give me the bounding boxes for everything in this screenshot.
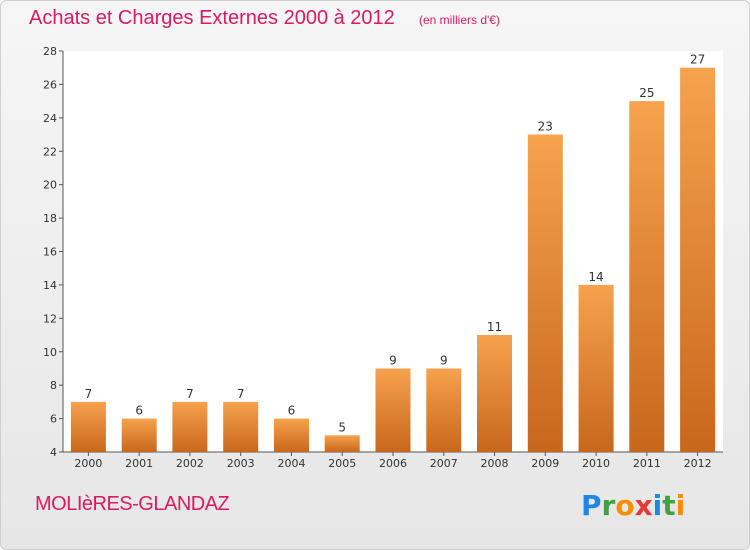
x-tick-label: 2008: [481, 457, 509, 470]
bar: [121, 418, 157, 452]
chart-title: Achats et Charges Externes 2000 à 2012: [29, 7, 395, 29]
city-name: MOLIèRES-GLANDAZ: [35, 493, 230, 515]
y-tick-label: 14: [43, 279, 57, 292]
bar: [426, 368, 462, 452]
y-tick-label: 26: [43, 78, 57, 91]
bar: [223, 401, 259, 452]
logo-letter: i: [652, 489, 663, 522]
x-tick-label: 2011: [633, 457, 661, 470]
x-tick-label: 2005: [328, 457, 356, 470]
x-tick-label: 2009: [531, 457, 559, 470]
x-tick-label: 2012: [684, 457, 712, 470]
y-tick-label: 28: [43, 45, 57, 58]
bar: [578, 284, 614, 452]
y-tick-label: 18: [43, 212, 57, 225]
logo-letter: t: [662, 489, 676, 522]
data-label: 27: [690, 53, 705, 67]
chart-subtitle: (en milliers d'€): [419, 13, 500, 27]
x-tick-label: 2010: [582, 457, 610, 470]
y-tick-label: 10: [43, 346, 57, 359]
y-tick-label: 4: [50, 446, 57, 459]
x-tick-label: 2006: [379, 457, 407, 470]
y-tick-label: 8: [50, 379, 57, 392]
x-tick-label: 2001: [125, 457, 153, 470]
x-tick-label: 2003: [227, 457, 255, 470]
x-tick-label: 2004: [277, 457, 305, 470]
bar: [324, 435, 360, 452]
x-tick-label: 2002: [176, 457, 204, 470]
bar: [527, 134, 563, 452]
bar: [375, 368, 411, 452]
logo-letter: i: [675, 489, 686, 522]
bar: [70, 401, 106, 452]
data-label: 9: [440, 353, 448, 367]
y-tick-label: 24: [43, 112, 57, 125]
y-tick-label: 22: [43, 145, 57, 158]
x-tick-label: 2000: [74, 457, 102, 470]
data-label: 14: [588, 270, 603, 284]
logo-letter: P: [581, 489, 602, 522]
logo-letter: r: [601, 489, 616, 522]
bar: [274, 418, 309, 452]
bar: [680, 67, 716, 452]
y-tick-label: 16: [43, 246, 57, 259]
data-label: 7: [237, 387, 245, 401]
bar: [629, 101, 665, 452]
proxiti-logo: Proxiti: [581, 489, 685, 522]
bar: [477, 335, 512, 452]
data-label: 9: [389, 353, 397, 367]
x-tick-label: 2007: [430, 457, 458, 470]
data-label: 7: [85, 387, 93, 401]
y-tick-label: 12: [43, 312, 57, 325]
data-label: 6: [135, 404, 143, 418]
data-label: 7: [186, 387, 194, 401]
y-tick-label: 6: [50, 413, 57, 426]
data-label: 11: [487, 320, 502, 334]
bar: [172, 401, 208, 452]
data-label: 25: [639, 86, 654, 100]
data-label: 6: [288, 404, 296, 418]
logo-letter: x: [634, 489, 653, 522]
data-label: 23: [538, 120, 553, 134]
logo-letter: o: [615, 489, 635, 522]
y-tick-label: 20: [43, 179, 57, 192]
data-label: 5: [338, 420, 346, 434]
